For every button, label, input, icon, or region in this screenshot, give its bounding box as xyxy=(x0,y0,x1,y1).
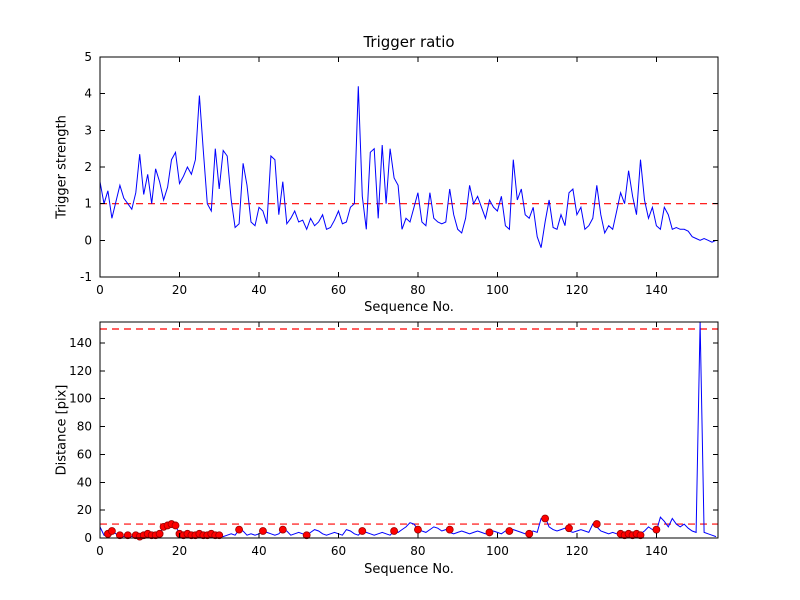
data-marker xyxy=(215,531,224,540)
x-tick-label: 120 xyxy=(565,283,588,297)
x-tick-label: 80 xyxy=(410,283,425,297)
data-marker xyxy=(541,514,550,523)
top-x-axis-label: Sequence No. xyxy=(364,300,454,315)
y-tick-label: 100 xyxy=(69,392,92,406)
y-tick-label: 20 xyxy=(77,503,92,517)
data-marker xyxy=(414,525,422,534)
data-marker xyxy=(445,525,454,534)
x-tick-label: 0 xyxy=(96,283,104,297)
data-marker xyxy=(525,529,534,538)
x-tick-label: 100 xyxy=(486,544,509,558)
axes-box xyxy=(99,321,719,539)
data-marker xyxy=(155,529,164,538)
x-tick-label: 140 xyxy=(645,283,668,297)
data-marker xyxy=(259,527,267,535)
y-tick-label: 4 xyxy=(84,87,92,101)
x-tick-label: 60 xyxy=(331,283,346,297)
y-tick-label: 80 xyxy=(77,420,92,434)
plot-line xyxy=(99,321,717,538)
data-marker xyxy=(505,527,514,535)
y-tick-label: 2 xyxy=(84,160,92,174)
y-tick-label: 0 xyxy=(84,531,92,545)
y-tick-label: 140 xyxy=(69,336,92,350)
y-tick-label: -1 xyxy=(80,270,92,284)
data-marker xyxy=(302,531,311,540)
x-tick-label: 40 xyxy=(251,544,266,558)
data-marker xyxy=(652,525,661,534)
data-marker xyxy=(592,520,601,528)
x-tick-label: 100 xyxy=(486,283,509,297)
y-tick-label: 120 xyxy=(69,364,92,378)
bottom-y-axis-label: Distance [pix] xyxy=(54,384,70,476)
data-marker xyxy=(565,524,573,533)
axes-box xyxy=(99,56,719,278)
x-tick-label: 80 xyxy=(410,544,425,558)
data-marker xyxy=(485,528,494,537)
plot-line xyxy=(99,86,717,248)
y-tick-label: 60 xyxy=(77,447,92,461)
y-tick-label: 40 xyxy=(77,475,92,489)
data-marker xyxy=(115,531,124,540)
y-tick-label: 5 xyxy=(84,50,92,64)
data-marker xyxy=(171,521,180,530)
data-marker xyxy=(636,531,645,540)
top-y-axis-label: Trigger strength xyxy=(54,115,70,219)
data-marker xyxy=(235,525,243,534)
y-tick-label: 0 xyxy=(84,233,92,247)
bottom-x-axis-label: Sequence No. xyxy=(364,562,454,577)
data-marker xyxy=(108,527,116,535)
x-tick-label: 60 xyxy=(331,544,346,558)
x-tick-label: 40 xyxy=(251,283,266,297)
data-marker xyxy=(390,527,398,535)
y-tick-label: 1 xyxy=(84,197,92,211)
y-tick-label: 3 xyxy=(84,123,92,137)
data-marker xyxy=(358,527,367,535)
chart-title: Trigger ratio xyxy=(363,33,455,51)
x-tick-label: 0 xyxy=(96,544,104,558)
x-tick-label: 120 xyxy=(565,544,588,558)
x-tick-label: 20 xyxy=(172,283,187,297)
x-tick-label: 140 xyxy=(645,544,668,558)
data-marker xyxy=(278,525,287,534)
data-marker xyxy=(123,531,132,540)
x-tick-label: 20 xyxy=(172,544,187,558)
